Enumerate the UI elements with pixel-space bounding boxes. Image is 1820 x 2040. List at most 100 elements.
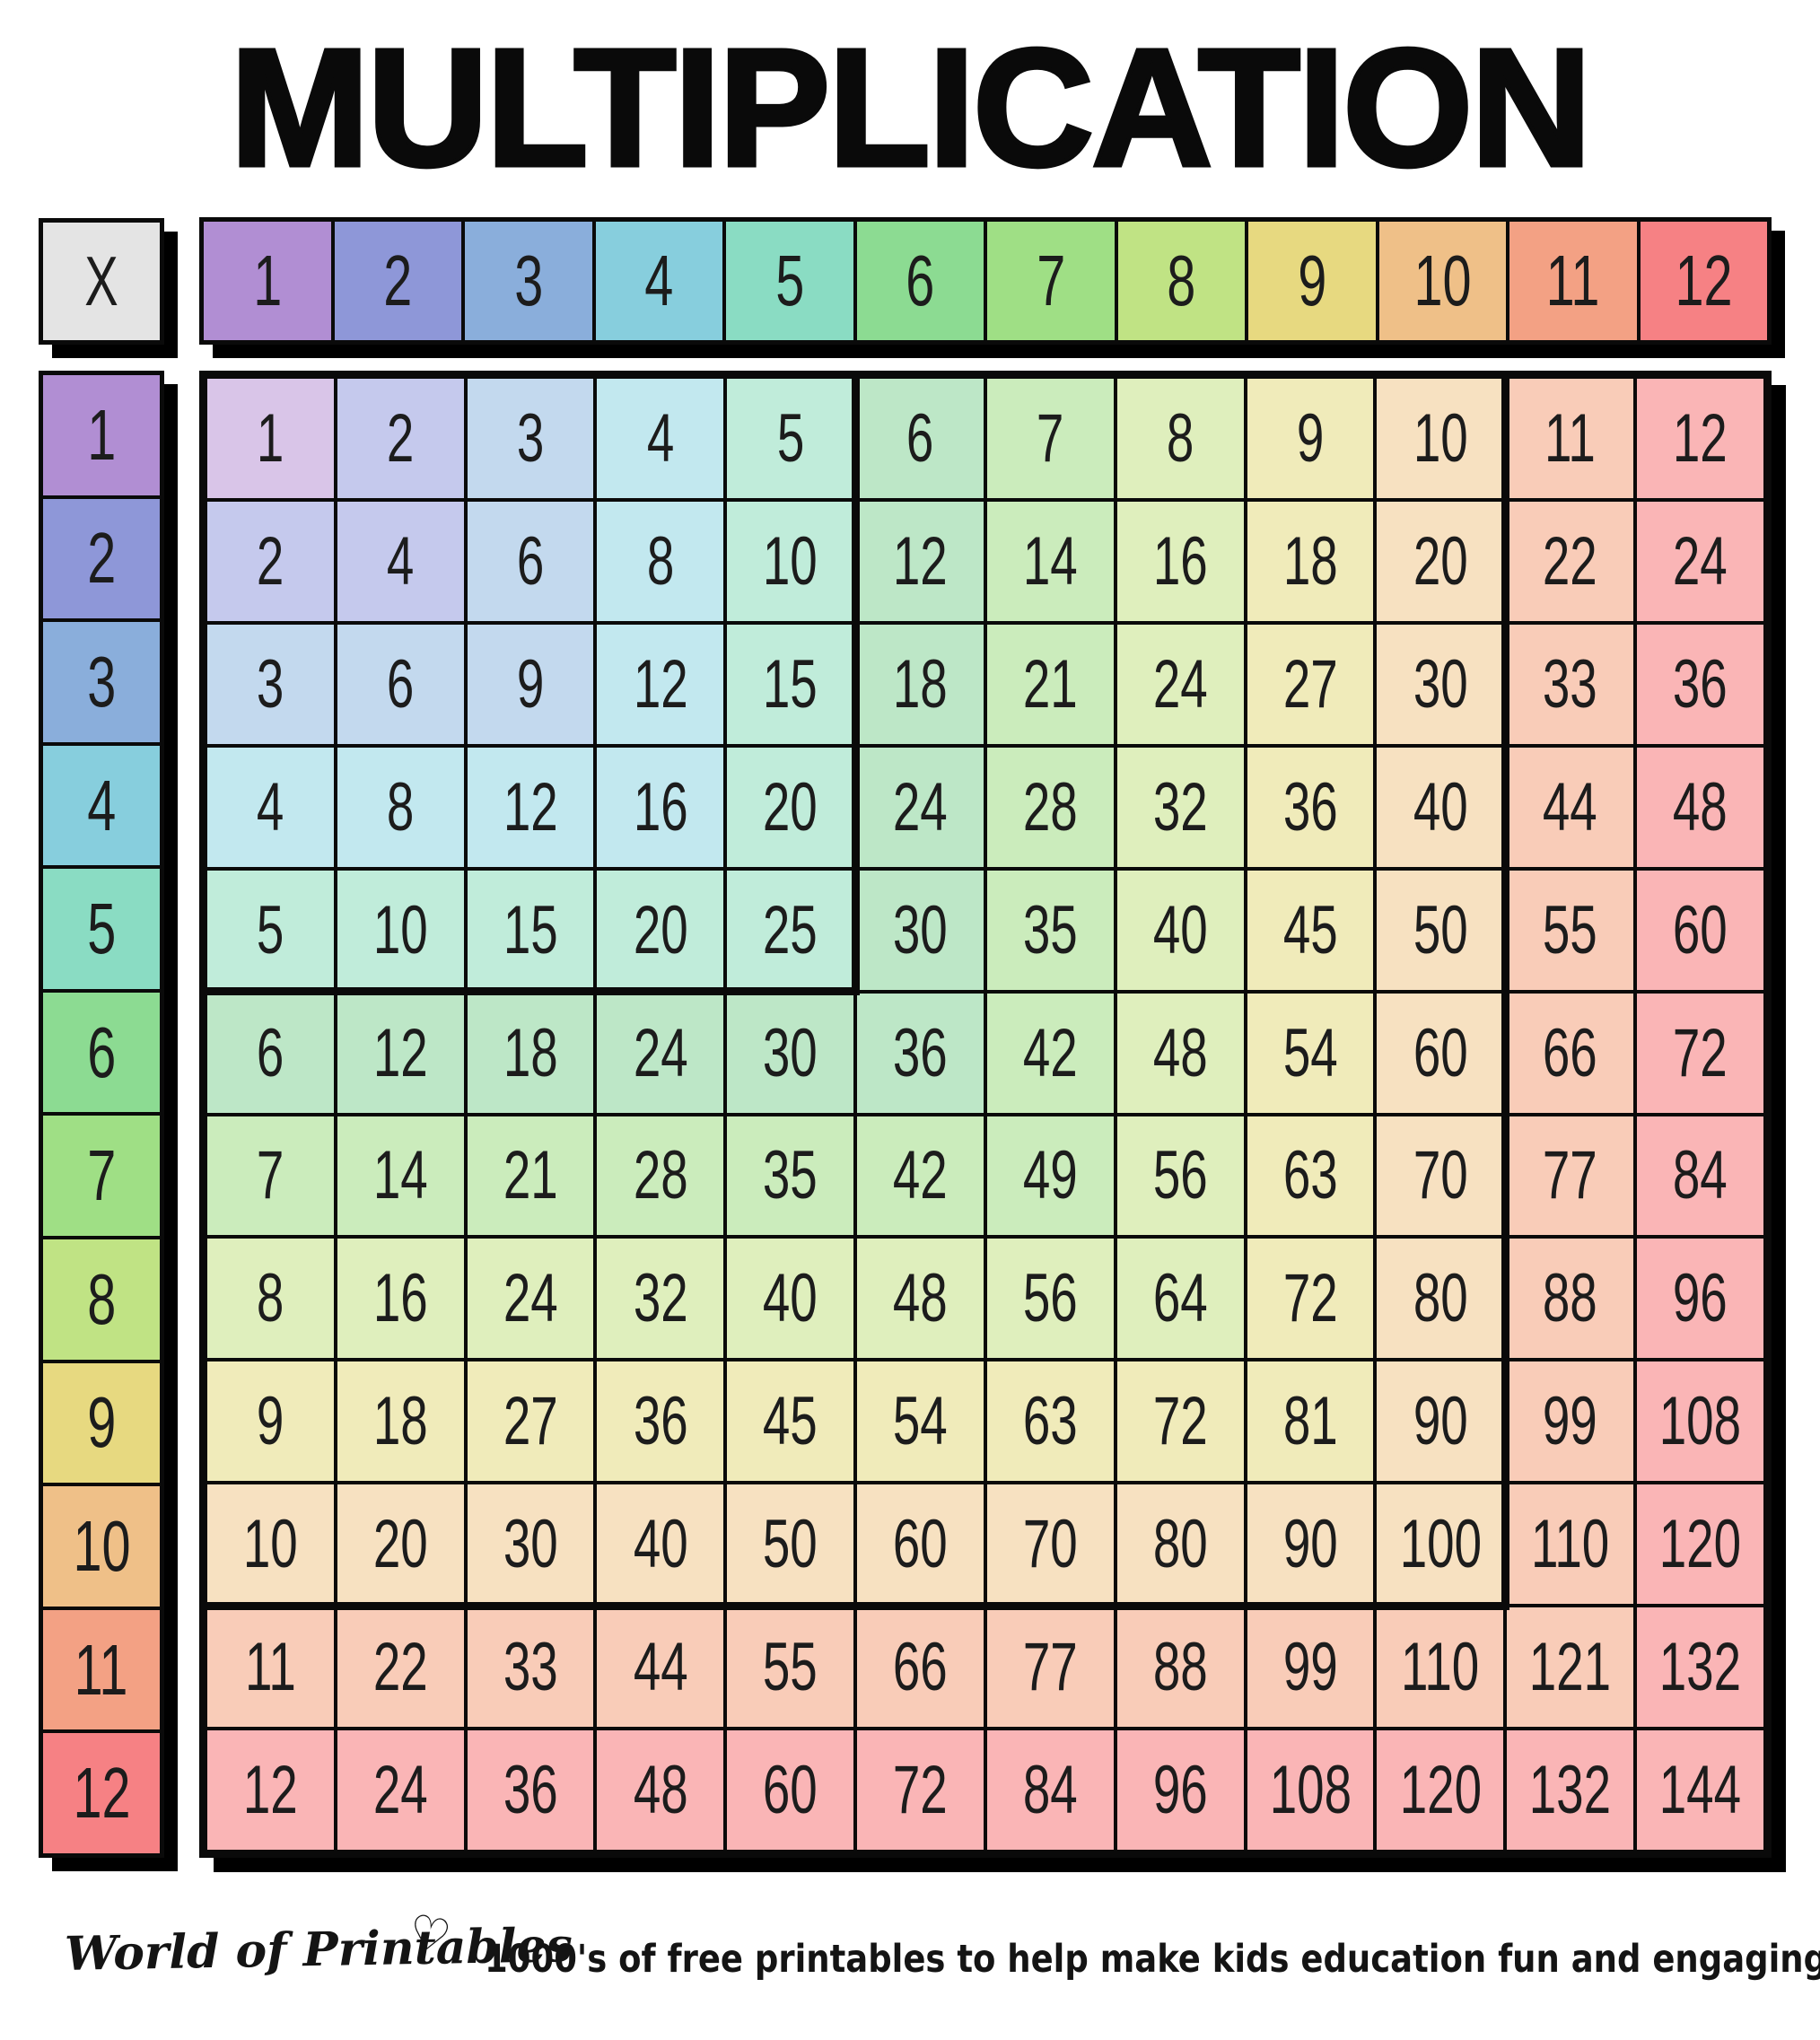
row-header-cell-7-label: 7: [86, 1135, 117, 1216]
grid-cell-4x11: 44: [1507, 747, 1634, 867]
grid-cell-7x5: 35: [727, 1116, 854, 1236]
grid-cell-10x6-label: 60: [893, 1506, 949, 1583]
grid-cell-3x10: 30: [1377, 624, 1504, 744]
grid-cell-4x9: 36: [1247, 747, 1374, 867]
row-header-cell-6: 6: [43, 992, 160, 1113]
grid-cell-4x4: 16: [597, 747, 724, 867]
grid-cell-8x6-label: 48: [893, 1260, 949, 1337]
grid-cell-12x12-label: 144: [1658, 1752, 1742, 1829]
grid-cell-11x10-label: 110: [1401, 1629, 1480, 1706]
column-header-cell-8-label: 8: [1167, 241, 1196, 320]
grid-cell-9x9-label: 81: [1282, 1383, 1338, 1460]
grid-cell-6x6-label: 36: [893, 1014, 949, 1091]
grid-cell-5x8-label: 40: [1152, 891, 1208, 968]
grid-cell-10x10-label: 100: [1399, 1506, 1482, 1583]
grid-cell-9x7-label: 63: [1022, 1383, 1078, 1460]
grid-cell-9x4-label: 36: [633, 1383, 688, 1460]
row-header-cell-4-label: 4: [86, 765, 117, 845]
grid-cell-6x4: 24: [597, 993, 724, 1113]
grid-cell-7x10-label: 70: [1413, 1137, 1468, 1214]
grid-cell-1x1-label: 1: [257, 399, 284, 477]
column-header-cell-5-label: 5: [774, 241, 804, 320]
grid-cell-6x7-label: 42: [1022, 1014, 1078, 1091]
grid-cell-12x10: 120: [1377, 1730, 1504, 1850]
grid-cell-11x11-label: 121: [1529, 1629, 1612, 1706]
grid-cell-10x3: 30: [467, 1484, 594, 1605]
grid-cell-9x6: 54: [857, 1361, 984, 1482]
row-header-cell-12-label: 12: [72, 1753, 131, 1834]
grid-cell-9x12: 108: [1637, 1361, 1763, 1482]
grid-cell-12x2-label: 24: [372, 1752, 428, 1829]
grid-cell-7x7-label: 49: [1022, 1137, 1078, 1214]
row-header-cell-5: 5: [43, 869, 160, 989]
grid-cell-1x2: 2: [337, 379, 464, 498]
footer: World of Printables ♡ 1000's of free pri…: [0, 1903, 1820, 2040]
grid-cell-7x1: 7: [207, 1116, 334, 1236]
grid-cell-8x3: 24: [467, 1239, 594, 1359]
grid-cell-10x4: 40: [597, 1484, 724, 1605]
grid-cell-3x1: 3: [207, 624, 334, 744]
grid-cell-12x8-label: 96: [1152, 1752, 1208, 1829]
grid-cell-3x12-label: 36: [1673, 645, 1728, 722]
column-header-cell-9: 9: [1248, 222, 1376, 340]
grid-cell-7x12: 84: [1637, 1116, 1763, 1236]
grid-cell-8x11-label: 88: [1543, 1260, 1598, 1337]
row-header-cell-11: 11: [43, 1609, 160, 1730]
grid-cell-6x3-label: 18: [503, 1014, 558, 1091]
grid-cell-8x2-label: 16: [372, 1260, 428, 1337]
grid-cell-9x5-label: 45: [763, 1383, 818, 1460]
grid-cell-1x9-label: 9: [1296, 399, 1325, 477]
grid-cell-8x6: 48: [857, 1239, 984, 1359]
grid-cell-1x8-label: 8: [1167, 399, 1194, 477]
grid-cell-3x11-label: 33: [1543, 645, 1598, 722]
grid-cell-4x2-label: 8: [387, 768, 415, 845]
grid-cell-5x11-label: 55: [1543, 891, 1598, 968]
row-header-cell-6-label: 6: [86, 1011, 117, 1092]
grid-cell-4x3: 12: [467, 747, 594, 867]
grid-cell-12x11-label: 132: [1529, 1752, 1612, 1829]
grid-cell-8x7: 56: [986, 1239, 1114, 1359]
grid-cell-10x2: 20: [337, 1484, 464, 1605]
grid-cell-12x2: 24: [337, 1730, 464, 1850]
grid-cell-12x12: 144: [1637, 1730, 1763, 1850]
grid-cell-3x3: 9: [467, 624, 594, 744]
grid-cell-4x8-label: 32: [1152, 768, 1208, 845]
row-header-cell-9-label: 9: [86, 1382, 117, 1463]
grid-cell-2x3: 6: [467, 501, 594, 621]
grid-cell-9x8: 72: [1116, 1361, 1244, 1482]
grid-cell-9x2-label: 18: [372, 1383, 428, 1460]
grid-cell-5x3: 15: [467, 870, 594, 990]
grid-cell-1x3-label: 3: [516, 399, 545, 477]
grid-cell-11x7-label: 77: [1022, 1629, 1078, 1706]
grid-cell-2x4-label: 8: [646, 522, 675, 600]
grid-cell-5x8: 40: [1116, 870, 1244, 990]
grid-cell-12x4-label: 48: [633, 1752, 688, 1829]
grid-cell-8x10-label: 80: [1413, 1260, 1468, 1337]
grid-cell-11x4: 44: [597, 1607, 724, 1728]
grid-cell-7x4-label: 28: [633, 1137, 688, 1214]
grid-cell-5x9-label: 45: [1282, 891, 1338, 968]
grid-cell-4x12-label: 48: [1673, 768, 1728, 845]
grid-cell-7x12-label: 84: [1673, 1137, 1728, 1214]
grid-cell-4x9-label: 36: [1282, 768, 1338, 845]
grid-cell-3x9: 27: [1247, 624, 1374, 744]
grid-cell-11x6: 66: [857, 1607, 984, 1728]
grid-cell-2x9: 18: [1247, 501, 1374, 621]
grid-cell-3x3-label: 9: [516, 645, 545, 722]
column-header-cell-8: 8: [1117, 222, 1245, 340]
grid-cell-2x10-label: 20: [1413, 522, 1468, 600]
grid-cell-11x9: 99: [1247, 1607, 1374, 1728]
grid-cell-6x2: 12: [337, 993, 464, 1113]
row-header-cell-10: 10: [43, 1486, 160, 1607]
grid-cell-4x2: 8: [337, 747, 464, 867]
grid-cell-7x9: 63: [1247, 1116, 1374, 1236]
grid-cell-10x10: 100: [1377, 1484, 1504, 1605]
grid-cell-11x8-label: 88: [1152, 1629, 1208, 1706]
grid-cell-6x9: 54: [1247, 993, 1374, 1113]
page-title: MULTIPLICATION: [228, 15, 1594, 201]
grid-cell-8x4: 32: [597, 1239, 724, 1359]
grid-cell-11x12: 132: [1637, 1607, 1763, 1728]
grid-cell-8x1: 8: [207, 1239, 334, 1359]
column-header-row: 1 2 3 4 5 6 7 8 9 10 11 12: [199, 217, 1772, 345]
grid-cell-3x11: 33: [1507, 624, 1634, 744]
